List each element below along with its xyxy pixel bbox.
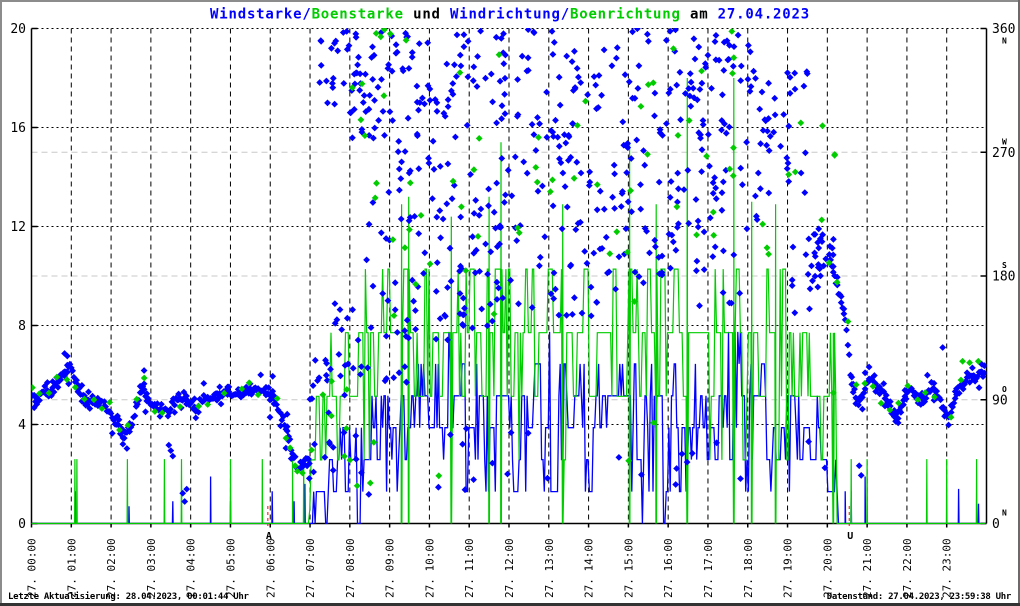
x-tick-label: 27. 16:00 [662, 538, 675, 598]
svg-text:20: 20 [10, 22, 26, 37]
x-tick-label: 27. 17:00 [702, 538, 715, 598]
x-tick-label: 27. 20:00 [821, 538, 834, 598]
x-tick-label: 27. 01:00 [65, 538, 78, 598]
svg-text:360: 360 [992, 22, 1015, 37]
svg-text:0: 0 [18, 517, 26, 532]
svg-text:4: 4 [18, 418, 26, 433]
series-line-boenstarke [31, 77, 986, 524]
title-segment-boenstarke: Boenstarke [312, 7, 404, 23]
x-tick-label: 27. 10:00 [423, 538, 436, 598]
x-tick-label: 27. 21:00 [861, 538, 874, 598]
x-tick-label: 27. 22:00 [901, 538, 914, 598]
compass-letter: N [1002, 509, 1007, 518]
sun-marker-A: A [266, 531, 272, 542]
svg-text:180: 180 [992, 270, 1015, 285]
x-tick-label: 27. 11:00 [463, 538, 476, 598]
svg-text:0: 0 [992, 517, 1000, 532]
data-timestamp-text: Datenstand: 27.04.2023, 23:59:38 Uhr [826, 592, 1012, 602]
x-tick-label: 27. 14:00 [583, 538, 596, 598]
title-segment-date: 27.04.2023 [718, 7, 810, 23]
title-segment-und: und [404, 7, 450, 23]
x-tick-label: 27. 23:00 [941, 538, 954, 598]
compass-letter: O [1002, 385, 1007, 394]
x-tick-label: 27. 05:00 [224, 538, 237, 598]
x-tick-label: 27. 15:00 [622, 538, 635, 598]
x-tick-label: 27. 03:00 [145, 538, 158, 598]
x-tick-label: 27. 04:00 [185, 538, 198, 598]
svg-text:8: 8 [18, 319, 26, 334]
x-tick-label: 27. 07:00 [304, 538, 317, 598]
sun-marker-U: U [847, 531, 853, 542]
title-segment-am: am [681, 7, 718, 23]
series-points-windrichtung [31, 28, 987, 505]
x-tick-label: 27. 19:00 [782, 538, 795, 598]
x-tick-label: 27. 18:00 [742, 538, 755, 598]
compass-letter: N [1002, 37, 1007, 46]
svg-text:16: 16 [10, 121, 26, 136]
svg-text:90: 90 [992, 393, 1008, 408]
compass-letter: S [1002, 261, 1007, 270]
x-tick-label: 27. 13:00 [543, 538, 556, 598]
title-segment-windstarke: Windstarke/ [210, 7, 312, 23]
title-segment-boenrichtung: Boenrichtung [570, 7, 681, 23]
x-tick-label: 27. 12:00 [503, 538, 516, 598]
svg-text:270: 270 [992, 146, 1015, 161]
title-segment-windrichtung: Windrichtung/ [450, 7, 570, 23]
compass-letter: W [1002, 137, 1007, 146]
x-tick-label: 27. 02:00 [105, 538, 118, 598]
x-tick-label: 27. 00:00 [26, 538, 39, 598]
x-tick-label: 27. 09:00 [384, 538, 397, 598]
x-tick-label: 27. 08:00 [344, 538, 357, 598]
x-tick-label: 27. 06:00 [264, 538, 277, 598]
svg-text:12: 12 [10, 220, 26, 235]
last-update-text: Letzte Aktualisierung: 28.04.2023, 00:01… [8, 592, 249, 602]
chart-title: Windstarke/Boenstarke und Windrichtung/B… [210, 7, 810, 23]
